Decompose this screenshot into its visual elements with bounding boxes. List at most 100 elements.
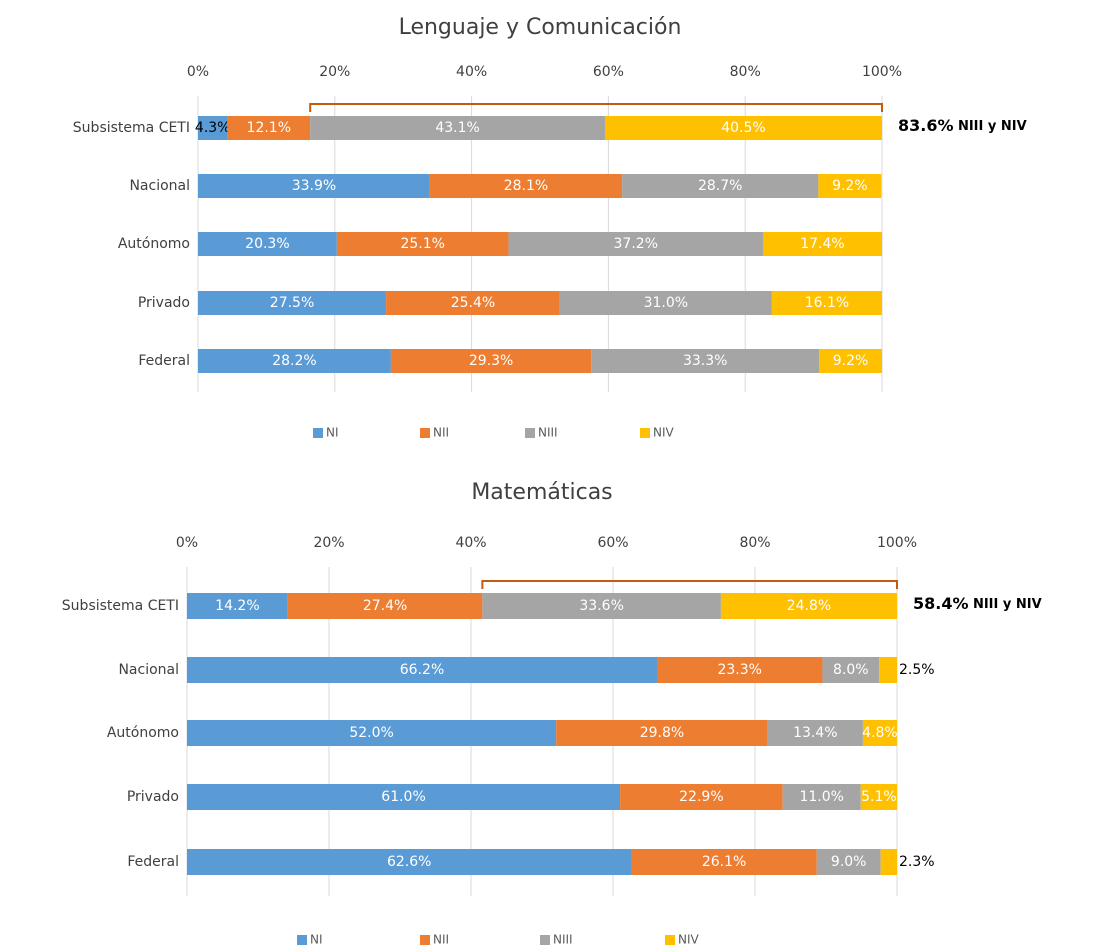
value-label: 29.8% bbox=[640, 725, 684, 741]
x-tick-label: 40% bbox=[455, 535, 486, 551]
category-label: Nacional bbox=[129, 178, 190, 194]
value-label: 8.0% bbox=[833, 662, 869, 678]
value-label: 5.1% bbox=[861, 789, 897, 805]
legend-swatch bbox=[525, 428, 535, 438]
value-label: 9.2% bbox=[833, 353, 869, 369]
bar-segment bbox=[622, 174, 819, 198]
category-label: Autónomo bbox=[118, 236, 190, 252]
bar-segment bbox=[782, 784, 861, 810]
legend-swatch bbox=[640, 428, 650, 438]
bar-segment bbox=[187, 849, 632, 875]
bar-segment bbox=[604, 116, 882, 140]
value-label: 40.5% bbox=[721, 120, 765, 136]
bar-segment bbox=[816, 849, 881, 875]
bar-segment bbox=[198, 174, 430, 198]
bar-segment bbox=[819, 349, 882, 373]
bar-segment bbox=[187, 593, 288, 619]
x-tick-label: 0% bbox=[187, 64, 209, 80]
bar-segment bbox=[310, 116, 605, 140]
bar-segment bbox=[198, 349, 391, 373]
value-label: 27.4% bbox=[363, 598, 407, 614]
value-label: 31.0% bbox=[644, 295, 688, 311]
x-tick-label: 0% bbox=[176, 535, 198, 551]
value-label: 25.4% bbox=[451, 295, 495, 311]
legend-label: NII bbox=[433, 426, 449, 440]
bar-segment bbox=[429, 174, 623, 198]
bar-segment bbox=[559, 291, 772, 315]
x-tick-label: 60% bbox=[593, 64, 624, 80]
annotation: 58.4% NIII y NIV bbox=[913, 594, 1042, 613]
value-label: 9.2% bbox=[832, 178, 868, 194]
annotation-text: NIII y NIV bbox=[973, 597, 1042, 612]
value-label: 27.5% bbox=[270, 295, 314, 311]
annotation-value: 83.6% bbox=[898, 116, 954, 135]
category-label: Privado bbox=[127, 789, 179, 805]
category-label: Federal bbox=[138, 353, 190, 369]
bar-segment bbox=[720, 593, 897, 619]
value-label: 61.0% bbox=[381, 789, 425, 805]
legend-label: NIII bbox=[553, 933, 573, 947]
chart-title: Lenguaje y Comunicación bbox=[399, 15, 682, 40]
x-tick-label: 80% bbox=[730, 64, 761, 80]
x-tick-label: 100% bbox=[862, 64, 902, 80]
legend-label: NI bbox=[326, 426, 339, 440]
chart-title: Matemáticas bbox=[471, 480, 612, 505]
bracket bbox=[309, 103, 883, 112]
legend-swatch bbox=[665, 935, 675, 945]
value-label: 24.8% bbox=[787, 598, 831, 614]
bar-segment bbox=[187, 720, 557, 746]
value-label: 4.3% bbox=[195, 120, 231, 136]
value-label: 4.8% bbox=[862, 725, 898, 741]
bar-segment bbox=[508, 232, 763, 256]
value-label: 33.9% bbox=[292, 178, 336, 194]
bar-segment bbox=[862, 720, 897, 746]
value-label: 26.1% bbox=[702, 854, 746, 870]
bar-segment bbox=[879, 657, 897, 683]
bar-segment bbox=[880, 849, 897, 875]
category-label: Privado bbox=[138, 295, 190, 311]
value-label: 28.2% bbox=[272, 353, 316, 369]
value-label: 52.0% bbox=[349, 725, 393, 741]
legend-label: NI bbox=[310, 933, 323, 947]
x-tick-label: 60% bbox=[597, 535, 628, 551]
bar-segment bbox=[818, 174, 882, 198]
bar-segment bbox=[198, 116, 228, 140]
legend-label: NII bbox=[433, 933, 449, 947]
category-label: Autónomo bbox=[107, 725, 179, 741]
value-label: 25.1% bbox=[400, 236, 444, 252]
value-label: 16.1% bbox=[805, 295, 849, 311]
bar-segment bbox=[386, 291, 560, 315]
legend-swatch bbox=[420, 935, 430, 945]
x-tick-label: 80% bbox=[739, 535, 770, 551]
bar-segment bbox=[591, 349, 820, 373]
value-label: 28.1% bbox=[504, 178, 548, 194]
legend-swatch bbox=[313, 428, 323, 438]
value-label: 37.2% bbox=[614, 236, 658, 252]
value-label: 28.7% bbox=[698, 178, 742, 194]
value-label: 17.4% bbox=[800, 236, 844, 252]
bar-segment bbox=[762, 232, 882, 256]
x-tick-label: 40% bbox=[456, 64, 487, 80]
bar-segment bbox=[771, 291, 882, 315]
bar-segment bbox=[198, 232, 337, 256]
value-label: 33.3% bbox=[683, 353, 727, 369]
legend-label: NIV bbox=[653, 426, 675, 440]
category-label: Federal bbox=[127, 854, 179, 870]
value-label: 66.2% bbox=[400, 662, 444, 678]
bar-segment bbox=[822, 657, 880, 683]
x-tick-label: 20% bbox=[313, 535, 344, 551]
value-label: 29.3% bbox=[469, 353, 513, 369]
annotation-value: 58.4% bbox=[913, 594, 969, 613]
value-label: 33.6% bbox=[579, 598, 623, 614]
category-label: Nacional bbox=[118, 662, 179, 678]
value-label: 23.3% bbox=[717, 662, 761, 678]
bar-segment bbox=[767, 720, 863, 746]
bar-segment bbox=[860, 784, 897, 810]
bar-segment bbox=[620, 784, 783, 810]
bar-segment bbox=[227, 116, 311, 140]
bar-segment bbox=[482, 593, 721, 619]
bar-segment bbox=[287, 593, 483, 619]
x-tick-label: 100% bbox=[877, 535, 917, 551]
bar-segment bbox=[187, 784, 621, 810]
legend-swatch bbox=[297, 935, 307, 945]
